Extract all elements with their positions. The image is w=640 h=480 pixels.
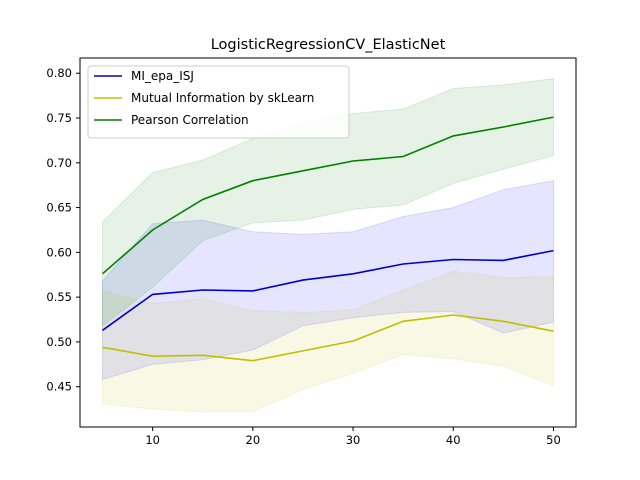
x-tick-label: 50 bbox=[546, 433, 561, 447]
legend: MI_epa_ISJ Mutual Information by skLearn P… bbox=[88, 66, 349, 138]
y-tick-label: 0.80 bbox=[46, 66, 72, 80]
y-tick-label: 0.70 bbox=[46, 156, 72, 170]
legend-label-pearson-correlation: Pearson Correlation bbox=[131, 113, 249, 127]
y-tick-label: 0.50 bbox=[46, 335, 72, 349]
x-tick-label: 10 bbox=[145, 433, 160, 447]
x-tick-label: 40 bbox=[446, 433, 461, 447]
chart-title: LogisticRegressionCV_ElasticNet bbox=[211, 37, 446, 53]
legend-label-mi-epa-isj: MI_epa_ISJ bbox=[131, 69, 194, 83]
y-tick-label: 0.65 bbox=[46, 201, 72, 215]
x-tick-label: 20 bbox=[246, 433, 261, 447]
y-tick-label: 0.55 bbox=[46, 290, 72, 304]
y-tick-label: 0.60 bbox=[46, 245, 72, 259]
legend-label-mutual-information-by-sklearn: Mutual Information by skLearn bbox=[131, 91, 314, 105]
y-tick-label: 0.75 bbox=[46, 111, 72, 125]
y-tick-label: 0.45 bbox=[46, 380, 72, 394]
x-tick-label: 30 bbox=[346, 433, 361, 447]
